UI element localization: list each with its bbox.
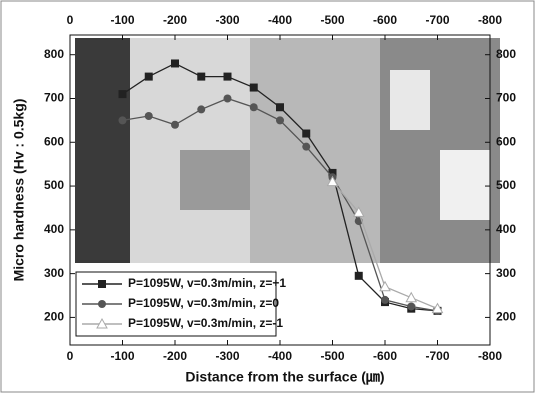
marker bbox=[197, 105, 205, 113]
marker bbox=[250, 103, 258, 111]
x-tick-label-top: -400 bbox=[268, 13, 292, 27]
marker bbox=[145, 112, 153, 120]
y-tick-label: 200 bbox=[44, 310, 64, 324]
marker bbox=[197, 73, 205, 81]
x-tick-label: -500 bbox=[320, 349, 344, 363]
marker bbox=[302, 130, 310, 138]
y-tick-label: 600 bbox=[44, 134, 64, 148]
x-tick-label-top: -700 bbox=[425, 13, 449, 27]
y-tick-label-right: 600 bbox=[496, 134, 516, 148]
x-tick-label: 0 bbox=[67, 349, 74, 363]
y-tick-label: 500 bbox=[44, 178, 64, 192]
y-axis-label: Micro hardness (Hv : 0.5kg) bbox=[11, 99, 27, 282]
legend-label: P=1095W, v=0.3m/min, z=-1 bbox=[128, 316, 283, 330]
x-tick-label: -200 bbox=[163, 349, 187, 363]
marker bbox=[355, 272, 363, 280]
y-tick-label: 400 bbox=[44, 222, 64, 236]
chart: Micro hardness (Hv : 0.5kg) Distance fro… bbox=[0, 0, 535, 393]
marker bbox=[407, 302, 415, 310]
y-tick-label: 300 bbox=[44, 266, 64, 280]
y-tick-label: 800 bbox=[44, 47, 64, 61]
marker bbox=[250, 84, 258, 92]
marker bbox=[302, 143, 310, 151]
x-tick-label-top: -300 bbox=[215, 13, 239, 27]
legend-label: P=1095W, v=0.3m/min, z=+1 bbox=[128, 276, 286, 290]
y-tick-label-right: 200 bbox=[496, 310, 516, 324]
y-tick-label-right: 400 bbox=[496, 222, 516, 236]
legend-label: P=1095W, v=0.3m/min, z=0 bbox=[128, 296, 279, 310]
x-axis-label: Distance from the surface (㎛) bbox=[185, 369, 384, 387]
x-tick-label-top: -800 bbox=[478, 13, 502, 27]
y-tick-label: 700 bbox=[44, 91, 64, 105]
y-tick-label-right: 500 bbox=[496, 178, 516, 192]
y-tick-label-right: 700 bbox=[496, 91, 516, 105]
marker bbox=[119, 116, 127, 124]
x-tick-label-top: -200 bbox=[163, 13, 187, 27]
marker bbox=[171, 121, 179, 129]
y-tick-label-right: 800 bbox=[496, 47, 516, 61]
x-tick-label: -100 bbox=[110, 349, 134, 363]
micrograph-background bbox=[75, 38, 500, 263]
y-tick-label-right: 300 bbox=[496, 266, 516, 280]
x-tick-label: -700 bbox=[425, 349, 449, 363]
x-tick-label: -400 bbox=[268, 349, 292, 363]
marker bbox=[276, 103, 284, 111]
marker bbox=[224, 94, 232, 102]
marker bbox=[224, 73, 232, 81]
marker bbox=[171, 59, 179, 67]
x-tick-label-top: -500 bbox=[320, 13, 344, 27]
x-tick-label: -800 bbox=[478, 349, 502, 363]
marker bbox=[145, 73, 153, 81]
marker bbox=[381, 296, 389, 304]
marker bbox=[119, 90, 127, 98]
marker bbox=[276, 116, 284, 124]
legend-marker bbox=[98, 300, 106, 308]
x-tick-label-top: 0 bbox=[67, 13, 74, 27]
x-tick-label: -300 bbox=[215, 349, 239, 363]
legend-marker bbox=[98, 280, 106, 288]
x-tick-label: -600 bbox=[373, 349, 397, 363]
x-tick-label-top: -600 bbox=[373, 13, 397, 27]
x-tick-label-top: -100 bbox=[110, 13, 134, 27]
